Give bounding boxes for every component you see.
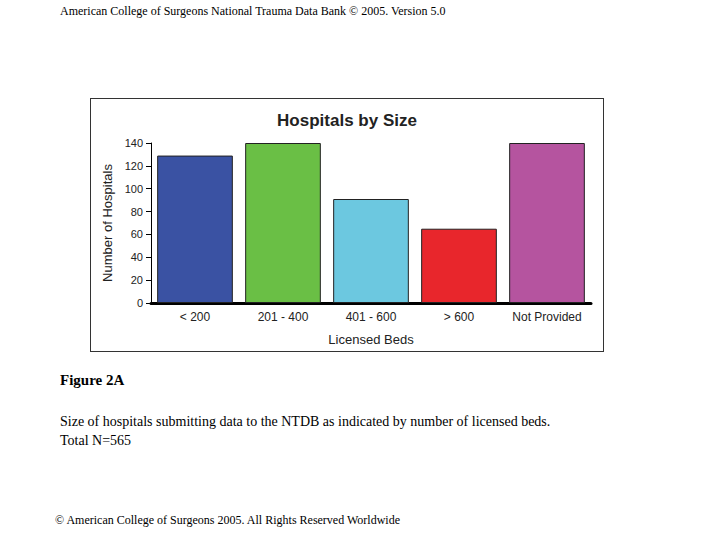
html-text:Size of hospitals submitting d: Size of hospitals submitting data to the… bbox=[60, 414, 551, 429]
html-text:Figure 2A: Figure 2A bbox=[60, 372, 125, 388]
svg-text:100: 100 bbox=[125, 183, 143, 195]
html-text:American College of Surgeons N: American College of Surgeons National Tr… bbox=[60, 4, 446, 18]
svg-text:Hospitals by Size: Hospitals by Size bbox=[277, 111, 417, 130]
svg-text:120: 120 bbox=[125, 160, 143, 172]
svg-text:Number of Hospitals: Number of Hospitals bbox=[100, 164, 115, 282]
svg-text:140: 140 bbox=[125, 137, 143, 149]
svg-text:20: 20 bbox=[131, 274, 143, 286]
svg-text:40: 40 bbox=[131, 251, 143, 263]
svg-text:60: 60 bbox=[131, 228, 143, 240]
svg-text:0: 0 bbox=[137, 297, 143, 309]
svg-text:201 - 400: 201 - 400 bbox=[258, 310, 309, 324]
html-text:Total N=565: Total N=565 bbox=[60, 433, 132, 448]
html-text:© American College of Surgeons: © American College of Surgeons 2005. All… bbox=[55, 513, 400, 527]
svg-text:80: 80 bbox=[131, 206, 143, 218]
svg-text:Not Provided: Not Provided bbox=[512, 310, 581, 324]
svg-text:< 200: < 200 bbox=[180, 310, 211, 324]
svg-text:> 600: > 600 bbox=[444, 310, 475, 324]
svg-text:401 - 600: 401 - 600 bbox=[346, 310, 397, 324]
svg-text:Licensed Beds: Licensed Beds bbox=[328, 332, 414, 347]
